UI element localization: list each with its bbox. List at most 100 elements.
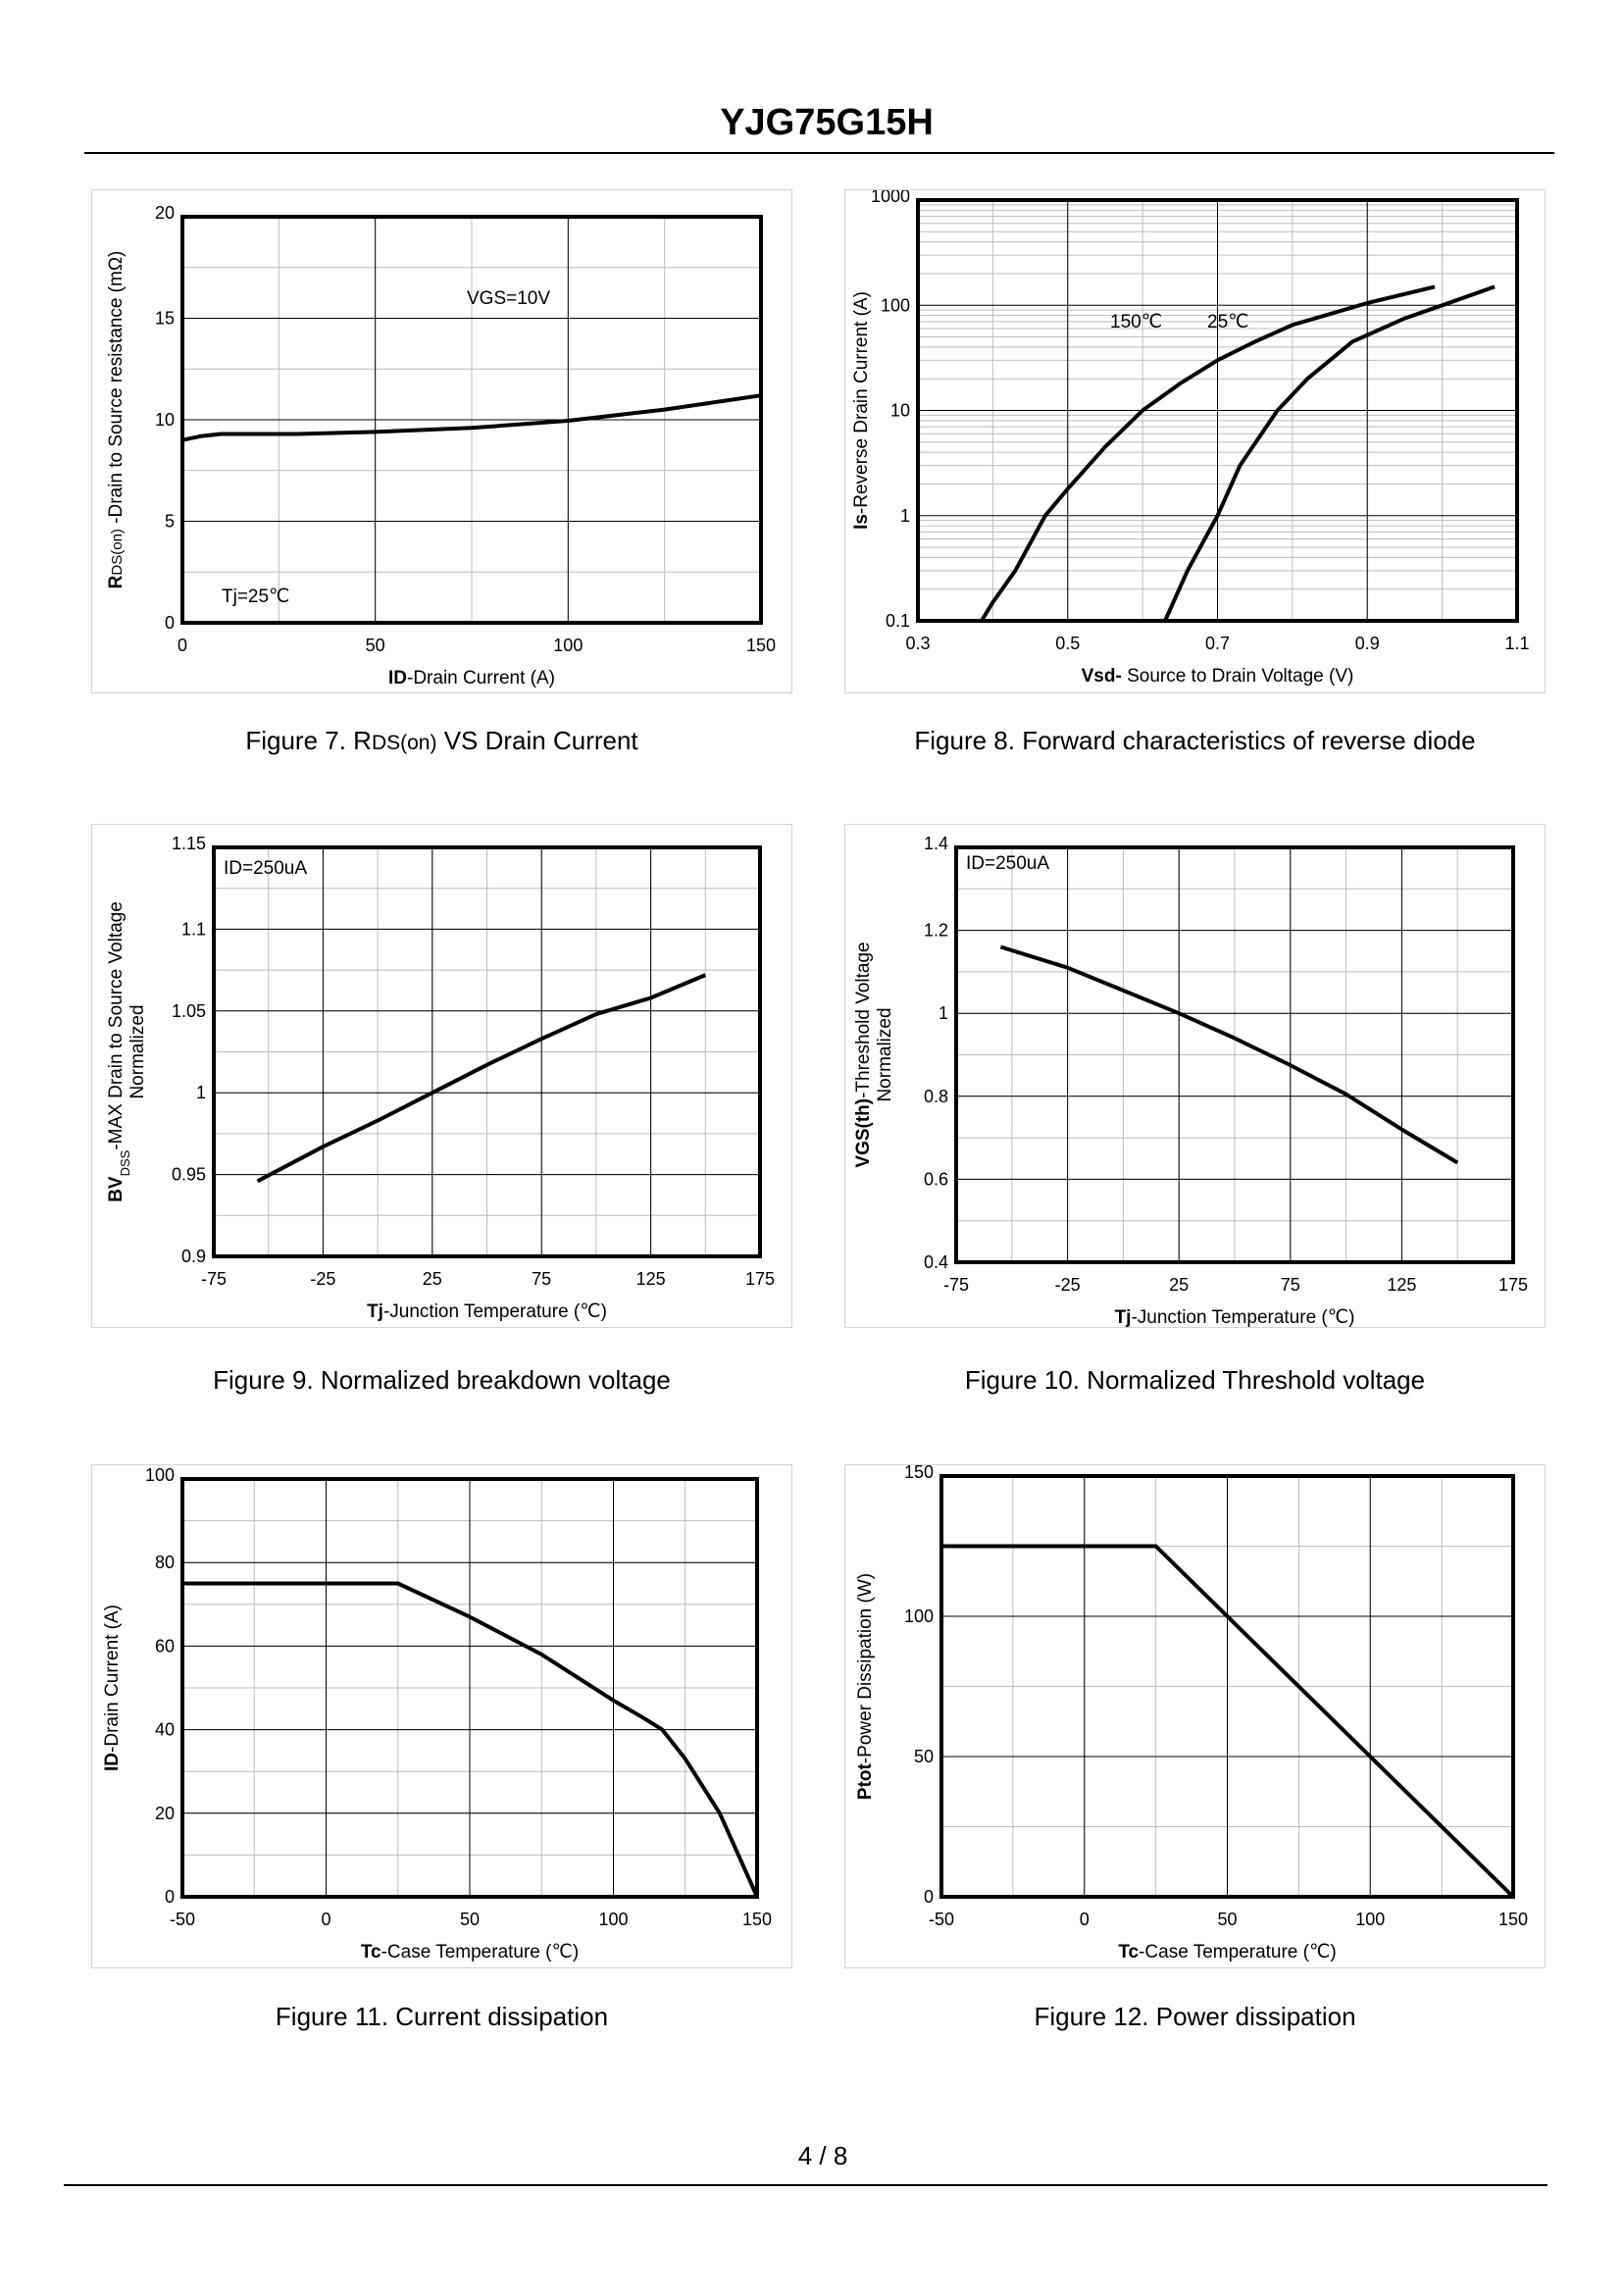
axis-label-part: -Reverse Drain Current (A)	[851, 291, 872, 514]
y-tick-label: 1.1	[181, 919, 206, 939]
axis-label-part: Is	[851, 514, 872, 530]
axis-label-part: -Junction Temperature (℃)	[383, 1301, 607, 1322]
chart-svg: 0 50 100 150 0 5 10 15 20 ID-Drain Current (A) RDS…	[106, 203, 776, 688]
y-axis-title: Normalized	[875, 1007, 895, 1101]
x-tick-label: -25	[1055, 1275, 1081, 1295]
y-tick-label: 0.95	[172, 1165, 206, 1185]
y-tick-label: 40	[155, 1720, 175, 1740]
axis-label-part: -Drain Current (A)	[407, 668, 555, 688]
caption-text: Figure 12. Power dissipation	[1034, 2002, 1356, 2031]
x-tick-label: 175	[1498, 1275, 1528, 1295]
axis-label-part: -Drain to Source resistance (mΩ)	[106, 251, 127, 529]
x-tick-label: 0	[178, 636, 187, 655]
series-line	[182, 1581, 759, 1898]
x-tick-label: 150	[1498, 1910, 1528, 1929]
figure-8-chart: 0.3 0.5 0.7 0.9 1.1 0.1 1 10 100 1000 Vsd- Source …	[844, 189, 1546, 693]
series-line	[980, 284, 1436, 623]
chart-svg: -50 0 50 100 150 0 20 40 60 80 100 Tc-Case Temperat…	[102, 1465, 772, 1963]
series-line	[181, 393, 762, 442]
y-tick-label: 1	[939, 1003, 948, 1023]
y-axis-title: Ptot-Power Dissipation (W)	[855, 1573, 876, 1800]
caption-text: Figure 10. Normalized Threshold voltage	[964, 1365, 1426, 1395]
header-rule	[84, 152, 1554, 154]
x-tick-label: 100	[1355, 1910, 1385, 1929]
y-tick-label: 20	[155, 203, 175, 223]
caption-subscript: DS(on)	[371, 732, 437, 754]
axis-label-part: -MAX Drain to Source Voltage	[106, 901, 127, 1149]
x-tick-label: 175	[745, 1269, 775, 1289]
axis-label-part: Vsd-	[1082, 666, 1122, 687]
y-tick-label: 100	[881, 295, 910, 315]
caption-text: Figure 7. R	[245, 726, 372, 755]
series-line	[999, 944, 1459, 1165]
document-title: YJG75G15H	[720, 102, 934, 143]
figure-10-caption: Figure 10. Normalized Threshold voltage	[844, 1365, 1546, 1396]
chart-svg: 0.3 0.5 0.7 0.9 1.1 0.1 1 10 100 1000 Vsd- Source …	[851, 190, 1530, 687]
y-tick-label: 150	[904, 1465, 934, 1482]
y-tick-label: 100	[904, 1606, 934, 1626]
chart-annotation: 25℃	[1207, 312, 1248, 332]
x-tick-label: 50	[460, 1910, 480, 1929]
figure-11-caption: Figure 11. Current dissipation	[91, 2002, 792, 2032]
axis-label-part: -Case Temperature (℃)	[1139, 1942, 1337, 1963]
axis-label-part: Normalized	[127, 1004, 148, 1098]
y-tick-label: 100	[145, 1465, 175, 1485]
x-tick-label: 50	[366, 636, 385, 655]
axis-label-part: BV	[106, 1176, 127, 1202]
x-tick-label: 125	[636, 1269, 666, 1289]
x-axis-title: ID-Drain Current (A)	[388, 668, 555, 688]
y-tick-label: 1	[900, 506, 910, 526]
x-axis-title: Tc-Case Temperature (℃)	[1118, 1942, 1336, 1963]
axis-label-part: Tc	[361, 1942, 381, 1963]
y-axis-title: Normalized	[127, 1004, 148, 1098]
figure-9-caption: Figure 9. Normalized breakdown voltage	[91, 1365, 792, 1396]
x-tick-label: 0.5	[1055, 634, 1080, 653]
figure-9-chart: -75 -25 25 75 125 175 0.9 0.95 1 1.05 1.1 1.15 Tj-Ju…	[91, 824, 792, 1328]
x-tick-label: 50	[1217, 1910, 1237, 1929]
axis-label-part: ID	[388, 668, 407, 688]
plot-frame	[180, 1477, 759, 1899]
figure-11-chart: -50 0 50 100 150 0 20 40 60 80 100 Tc-Case Temperat…	[91, 1464, 792, 1968]
chart-svg: -75 -25 25 75 125 175 0.9 0.95 1 1.05 1.1 1.15 Tj-Ju…	[106, 834, 775, 1322]
caption-text: Figure 8. Forward characteristics of rev…	[914, 726, 1476, 755]
x-tick-label: 25	[423, 1269, 442, 1289]
plot-frame	[212, 845, 762, 1258]
x-tick-label: -50	[929, 1910, 954, 1929]
y-axis-title: ID-Drain Current (A)	[102, 1605, 123, 1771]
x-tick-label: 100	[553, 636, 583, 655]
axis-label-part: Ptot	[855, 1762, 876, 1800]
y-tick-label: 0.8	[924, 1087, 948, 1106]
y-axis-title: Is-Reverse Drain Current (A)	[851, 291, 872, 530]
footer-rule	[64, 2184, 1548, 2186]
plot-frame	[939, 1474, 1515, 1899]
y-tick-label: 10	[155, 410, 175, 430]
y-tick-label: 0	[165, 613, 175, 633]
chart-annotation: 150℃	[1110, 312, 1162, 332]
x-tick-label: -75	[201, 1269, 227, 1289]
x-tick-label: 0.9	[1355, 634, 1380, 653]
x-axis-title: Tc-Case Temperature (℃)	[361, 1942, 579, 1963]
caption-text: VS Drain Current	[436, 726, 638, 755]
series-line	[1163, 284, 1496, 622]
x-axis-title: Tj-Junction Temperature (℃)	[1115, 1307, 1355, 1327]
axis-label-part: -Threshold Voltage	[853, 942, 874, 1098]
x-tick-label: 0	[1080, 1910, 1090, 1929]
axis-label-part: Tj	[367, 1301, 383, 1322]
y-tick-label: 0.9	[181, 1247, 206, 1266]
figure-8-caption: Figure 8. Forward characteristics of rev…	[844, 726, 1546, 756]
axis-label-part: VGS(th)	[853, 1098, 874, 1168]
axis-label-part: -Power Dissipation (W)	[855, 1573, 876, 1763]
y-tick-label: 1000	[871, 190, 910, 206]
plot-frame	[916, 198, 1519, 623]
x-tick-label: 0	[321, 1910, 330, 1929]
figure-7-caption: Figure 7. RDS(on) VS Drain Current	[91, 726, 792, 756]
y-tick-label: 1	[196, 1083, 206, 1102]
axis-label-part: -Junction Temperature (℃)	[1131, 1307, 1354, 1327]
y-tick-label: 80	[155, 1553, 175, 1572]
y-tick-label: 60	[155, 1636, 175, 1656]
series-line	[256, 973, 707, 1184]
x-tick-label: 0.3	[905, 634, 930, 653]
series-line	[941, 1544, 1515, 1899]
y-tick-label: 5	[165, 512, 175, 532]
chart-annotation: VGS=10V	[467, 288, 550, 309]
